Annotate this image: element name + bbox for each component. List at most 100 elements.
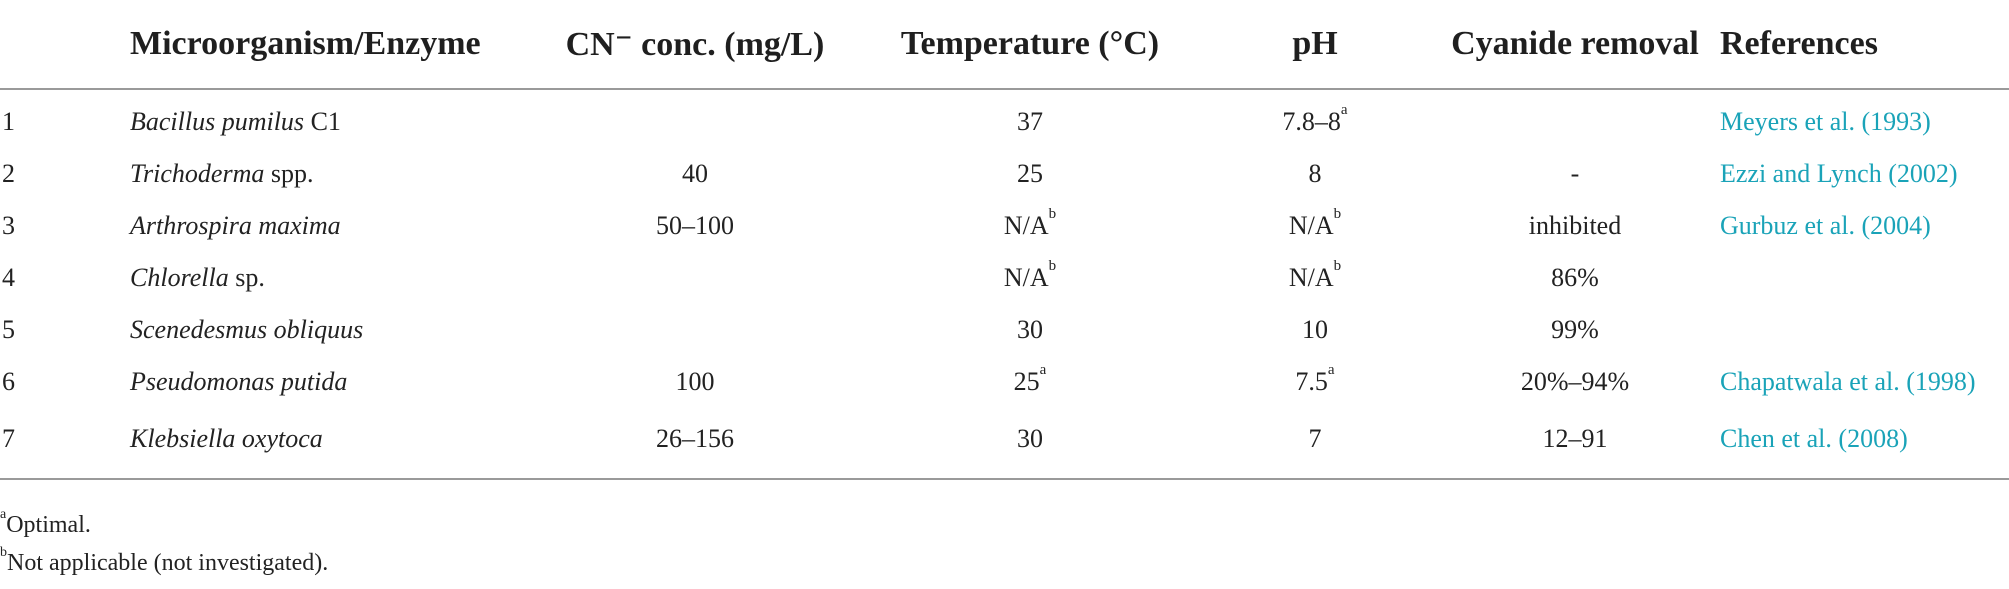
- footnote-optimal: aOptimal.: [0, 506, 328, 544]
- header-number: [0, 0, 130, 90]
- organism-cell: Klebsiella oxytoca: [130, 408, 530, 480]
- row-number: 2: [2, 159, 15, 188]
- header-cyanide-removal: Cyanide removal: [1430, 0, 1720, 90]
- temperature-value: N/A: [1003, 263, 1049, 292]
- ph-footnote-mark: a: [1340, 102, 1348, 118]
- row-number: 4: [2, 263, 15, 292]
- row-number: 6: [2, 367, 15, 396]
- organism-name: Bacillus pumilus: [130, 107, 305, 136]
- organism-cell: Scenedesmus obliquus: [130, 304, 530, 356]
- organism-name: Pseudomonas putida: [130, 367, 348, 396]
- ph-value: N/A: [1288, 211, 1334, 240]
- ph-value: 10: [1302, 315, 1328, 344]
- footnote-mark: b: [0, 545, 7, 560]
- organism-name: Scenedesmus obliquus: [130, 315, 364, 344]
- ph-value: 8: [1308, 159, 1322, 188]
- cyanide-removal-table: Microorganism/Enzyme CN⁻ conc. (mg/L) Te…: [0, 0, 2009, 480]
- table-row: 1 Bacillus pumilus C1 37 7.8–8a Meyers e…: [0, 89, 2009, 148]
- reference-link[interactable]: Gurbuz et al. (2004): [1720, 211, 1931, 240]
- table-footnotes: aOptimal. bNot applicable (not investiga…: [0, 506, 328, 582]
- temperature-cell: 30: [860, 408, 1200, 480]
- header-references: References: [1720, 0, 2009, 90]
- temperature-footnote-mark: b: [1048, 258, 1057, 274]
- table-row: 5 Scenedesmus obliquus 30 10 99%: [0, 304, 2009, 356]
- temperature-cell: N/Ab: [860, 252, 1200, 304]
- organism-cell: Trichoderma spp.: [130, 148, 530, 200]
- removal-cell: inhibited: [1528, 211, 1622, 240]
- header-organism: Microorganism/Enzyme: [130, 0, 530, 90]
- footnote-not-applicable: bNot applicable (not investigated).: [0, 544, 328, 582]
- table-row: 4 Chlorella sp. N/Ab N/Ab 86%: [0, 252, 2009, 304]
- organism-qualifier: spp.: [264, 159, 314, 188]
- organism-name: Arthrospira maxima: [130, 211, 341, 240]
- cn-conc-cell: 100: [675, 367, 715, 396]
- reference-link[interactable]: [1720, 252, 2009, 304]
- removal-cell: -: [1570, 159, 1580, 188]
- temperature-cell: 30: [860, 304, 1200, 356]
- reference-link[interactable]: Chapatwala et al. (1998): [1720, 367, 1976, 396]
- temperature-value: 25: [1017, 159, 1043, 188]
- organism-cell: Bacillus pumilus C1: [130, 89, 530, 148]
- ph-cell: 8: [1200, 148, 1430, 200]
- cn-conc-cell: 26–156: [530, 408, 860, 480]
- table-row: 6 Pseudomonas putida 100 25a 7.5a 20%–94…: [0, 356, 2009, 408]
- organism-qualifier: sp.: [228, 263, 265, 292]
- organism-cell: Arthrospira maxima: [130, 200, 530, 252]
- removal-cell: 12–91: [1430, 408, 1720, 480]
- temperature-value: 37: [1017, 107, 1043, 136]
- ph-footnote-mark: a: [1327, 362, 1335, 378]
- temperature-cell: 37: [860, 89, 1200, 148]
- header-temperature: Temperature (°C): [860, 0, 1200, 90]
- ph-value: N/A: [1288, 263, 1334, 292]
- reference-link[interactable]: Meyers et al. (1993): [1720, 107, 1931, 136]
- cn-conc-cell: 50–100: [656, 211, 734, 240]
- removal-cell: [1430, 89, 1720, 148]
- ph-cell: 7.5a: [1200, 356, 1430, 408]
- temperature-footnote-mark: a: [1039, 362, 1047, 378]
- reference-link[interactable]: [1720, 304, 2009, 356]
- organism-name: Chlorella: [130, 263, 229, 292]
- row-number: 3: [2, 211, 15, 240]
- ph-footnote-mark: b: [1333, 206, 1342, 222]
- row-number: 7: [0, 408, 130, 480]
- organism-cell: Pseudomonas putida: [130, 356, 530, 408]
- temperature-footnote-mark: b: [1048, 206, 1057, 222]
- ph-cell: N/Ab: [1200, 200, 1430, 252]
- cn-conc-cell: [530, 252, 860, 304]
- temperature-cell: 25a: [860, 356, 1200, 408]
- temperature-value: 25: [1013, 367, 1040, 396]
- organism-cell: Chlorella sp.: [130, 252, 530, 304]
- row-number: 5: [2, 315, 15, 344]
- removal-cell: 99%: [1551, 315, 1599, 344]
- header-ph: pH: [1200, 0, 1430, 90]
- temperature-cell: N/Ab: [860, 200, 1200, 252]
- table-header-row: Microorganism/Enzyme CN⁻ conc. (mg/L) Te…: [0, 0, 2009, 90]
- temperature-value: 30: [1017, 424, 1043, 453]
- table-row: 2 Trichoderma spp. 40 25 8 - Ezzi and Ly…: [0, 148, 2009, 200]
- ph-footnote-mark: b: [1333, 258, 1342, 274]
- ph-cell: 7: [1200, 408, 1430, 480]
- table-row: 3 Arthrospira maxima 50–100 N/Ab N/Ab in…: [0, 200, 2009, 252]
- temperature-value: N/A: [1003, 211, 1049, 240]
- row-number: 1: [2, 107, 15, 136]
- ph-value: 7.8–8: [1282, 107, 1341, 136]
- ph-value: 7: [1308, 424, 1322, 453]
- table-row: 7 Klebsiella oxytoca 26–156 30 7 12–91 C…: [0, 408, 2009, 480]
- organism-name: Klebsiella oxytoca: [130, 424, 323, 453]
- cn-conc-cell: 40: [682, 159, 708, 188]
- reference-link[interactable]: Ezzi and Lynch (2002): [1720, 159, 1958, 188]
- organism-name: Trichoderma: [130, 159, 265, 188]
- cn-conc-cell: [530, 89, 860, 148]
- footnote-text: Optimal.: [6, 512, 91, 538]
- cn-conc-cell: [530, 304, 860, 356]
- reference-link[interactable]: Chen et al. (2008): [1720, 408, 2009, 480]
- footnote-text: Not applicable (not investigated).: [7, 550, 329, 576]
- organism-qualifier: C1: [304, 107, 341, 136]
- ph-cell: N/Ab: [1200, 252, 1430, 304]
- temperature-cell: 25: [860, 148, 1200, 200]
- ph-value: 7.5: [1295, 367, 1328, 396]
- header-cn-conc: CN⁻ conc. (mg/L): [530, 0, 860, 90]
- footnote-mark: a: [0, 507, 7, 522]
- temperature-value: 30: [1017, 315, 1043, 344]
- ph-cell: 10: [1200, 304, 1430, 356]
